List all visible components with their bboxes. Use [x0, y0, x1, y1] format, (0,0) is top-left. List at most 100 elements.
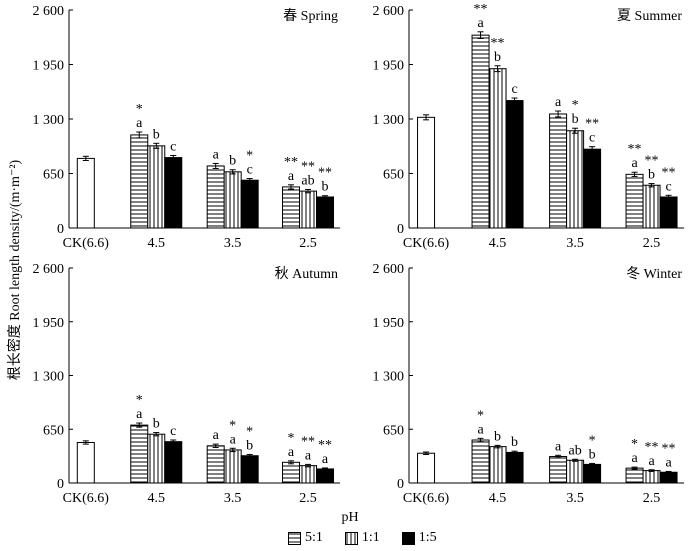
significance-star: * — [136, 102, 143, 117]
x-tick-label: CK(6.6) — [63, 236, 110, 251]
y-tick-label: 0 — [57, 222, 64, 237]
bar-1-5 — [164, 441, 183, 484]
legend-item-5-1: 5:1 — [288, 530, 323, 546]
panel-title: 春 Spring — [283, 8, 338, 24]
bar-1-5 — [164, 157, 183, 229]
x-tick-label: 3.5 — [566, 491, 584, 506]
significance-letter: c — [170, 139, 176, 154]
significance-letter: a — [477, 16, 484, 31]
bar-1-5 — [505, 451, 524, 484]
bar-1-5 — [505, 100, 524, 229]
significance-star: * — [246, 424, 253, 439]
y-tick-label: 1 300 — [373, 370, 405, 385]
x-tick-label: 3.5 — [566, 236, 584, 251]
bar-1-1 — [223, 449, 242, 484]
x-tick-label: CK(6.6) — [403, 491, 450, 506]
significance-letter: b — [246, 438, 253, 453]
x-tick-label: 4.5 — [489, 491, 507, 506]
y-tick-label: 1 950 — [373, 59, 405, 74]
y-tick-label: 2 600 — [33, 4, 65, 19]
y-tick-label: 1 950 — [33, 316, 65, 331]
significance-letter: c — [247, 163, 253, 178]
bar-5-1 — [130, 134, 149, 229]
bar-1-1 — [488, 446, 507, 484]
x-tick-label: 4.5 — [489, 236, 507, 251]
x-axis-label: pH — [341, 510, 359, 525]
legend-item-1-5: 1:5 — [401, 530, 437, 546]
significance-letter: a — [631, 451, 638, 466]
significance-star: ** — [301, 159, 315, 174]
significance-letter: b — [229, 154, 236, 169]
panel-1: 0 650 1 300 1 950 2 600 CK(6.6) 4.5 3.5 2.5 春 Spr… — [33, 4, 340, 251]
significance-star: ** — [645, 154, 659, 169]
panel-3: 0 650 1 300 1 950 2 600 CK(6.6) 4.5 3.5 2.5 秋 Aut… — [33, 262, 340, 506]
bar-5-1 — [206, 445, 225, 484]
y-tick-label: 0 — [397, 477, 404, 492]
bar-5-1 — [625, 467, 644, 484]
y-tick-label: 2 600 — [373, 262, 405, 277]
bar-1-1 — [566, 130, 585, 229]
significance-letter: a — [213, 428, 220, 443]
y-tick-label: 2 600 — [33, 262, 65, 277]
significance-letter: a — [213, 147, 220, 162]
significance-letter: b — [572, 112, 579, 127]
significance-letter: b — [589, 447, 596, 462]
significance-letter: a — [288, 445, 295, 460]
legend: 5:1 1:1 1:5 — [288, 530, 437, 546]
significance-letter: b — [322, 180, 329, 195]
bar-1-5 — [583, 148, 602, 229]
legend-item-1-1: 1:1 — [344, 530, 380, 546]
panel-title: 冬 Winter — [626, 266, 682, 282]
significance-letter: c — [170, 424, 176, 439]
x-tick-label: 3.5 — [224, 236, 242, 251]
significance-letter: a — [555, 439, 562, 454]
bar-ck — [417, 452, 436, 484]
y-tick-label: 650 — [43, 168, 64, 183]
significance-letter: b — [648, 168, 655, 183]
bar-1-1 — [147, 433, 166, 484]
bar-1-5 — [659, 196, 678, 229]
significance-star: * — [288, 431, 295, 446]
x-tick-label: 4.5 — [148, 236, 166, 251]
significance-letter: ab — [301, 173, 314, 188]
y-tick-label: 0 — [397, 222, 404, 237]
bar-ck — [76, 157, 95, 229]
significance-star: ** — [585, 117, 599, 132]
significance-star: * — [246, 149, 253, 164]
significance-letter: c — [589, 131, 595, 146]
significance-star: * — [136, 393, 143, 408]
bar-1-1 — [299, 190, 318, 229]
significance-letter: a — [322, 452, 329, 467]
bar-5-1 — [471, 439, 490, 484]
y-tick-label: 650 — [383, 168, 404, 183]
y-tick-label: 650 — [43, 423, 64, 438]
bar-ck — [76, 441, 95, 484]
bar-5-1 — [625, 173, 644, 229]
significance-star: ** — [301, 434, 315, 449]
significance-letter: a — [631, 156, 638, 171]
bar-1-5 — [659, 471, 678, 484]
significance-letter: a — [477, 422, 484, 437]
panel-2: 0 650 1 300 1 950 2 600 CK(6.6) 4.5 3.5 2.5 夏 Sum… — [373, 2, 684, 251]
bar-5-1 — [549, 456, 568, 484]
y-tick-label: 0 — [57, 477, 64, 492]
bar-ck — [417, 116, 436, 229]
bar-1-5 — [240, 455, 259, 484]
significance-letter: a — [288, 169, 295, 184]
y-tick-label: 1 300 — [33, 370, 65, 385]
bar-1-1 — [642, 184, 661, 229]
y-tick-label: 2 600 — [373, 4, 405, 19]
significance-letter: b — [494, 429, 501, 444]
significance-letter: ab — [568, 443, 581, 458]
bar-5-1 — [130, 424, 149, 484]
significance-letter: a — [136, 407, 143, 422]
significance-star: ** — [284, 155, 298, 170]
bar-5-1 — [206, 165, 225, 229]
significance-star: * — [477, 408, 484, 423]
significance-letter: a — [665, 455, 672, 470]
significance-letter: b — [153, 417, 160, 432]
significance-star: * — [572, 98, 579, 113]
significance-letter: b — [494, 50, 501, 65]
significance-letter: b — [153, 127, 160, 142]
